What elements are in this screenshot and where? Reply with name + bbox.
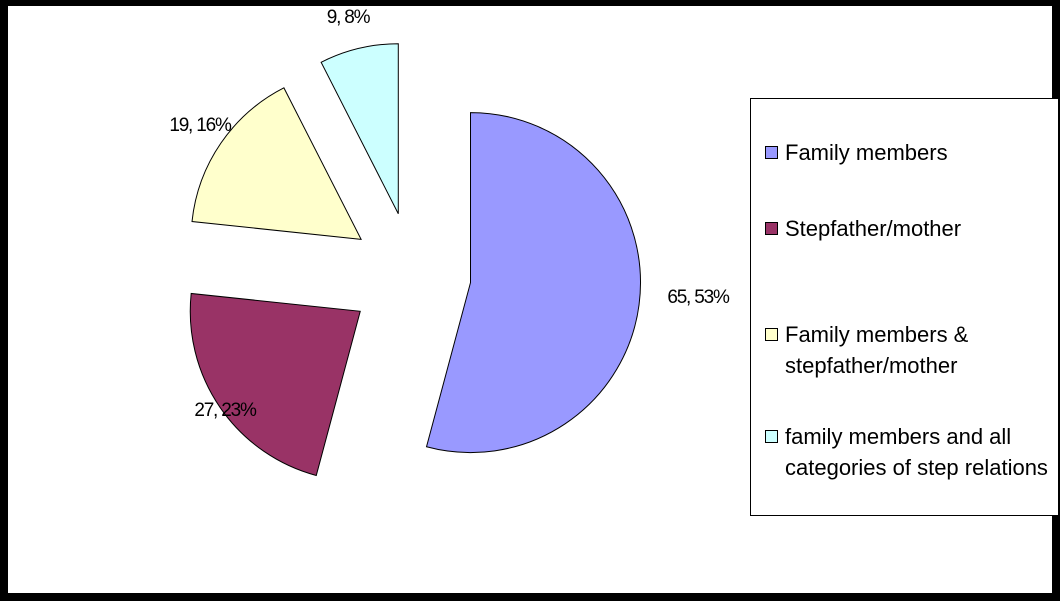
pie-slice — [189, 292, 361, 477]
legend-label: Stepfather/mother — [785, 216, 962, 241]
pie-slice — [191, 87, 362, 240]
slice-data-label: 9, 8% — [327, 7, 371, 28]
legend-swatch — [765, 146, 778, 159]
legend-swatch — [765, 430, 778, 443]
legend-swatch — [765, 328, 778, 341]
pie-slice — [320, 43, 399, 214]
legend-label: Family members — [785, 140, 948, 165]
legend-label: family members and all categories of ste… — [785, 424, 1048, 480]
legend-label: Family members & stepfather/mother — [785, 322, 969, 378]
slice-data-label: 19, 16% — [169, 115, 232, 136]
slice-data-label: 65, 53% — [667, 287, 730, 308]
pie-slice — [425, 112, 642, 454]
slice-data-label: 27, 23% — [194, 400, 257, 421]
pie-chart: 65, 53% 27, 23% 19, 16% 9, 8% — [169, 7, 731, 477]
legend-swatch — [765, 222, 778, 235]
legend: Family members Stepfather/mother Family … — [750, 98, 1059, 516]
